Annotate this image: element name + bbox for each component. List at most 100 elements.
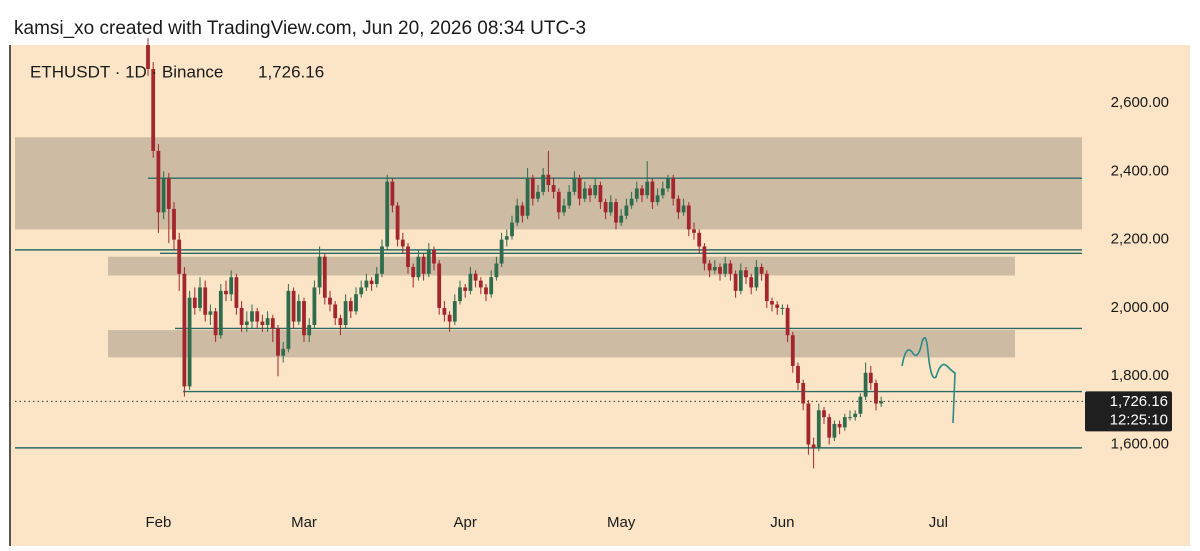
candle-body <box>681 205 686 213</box>
candle-body <box>213 311 218 336</box>
candle-body <box>234 277 239 308</box>
candle-body <box>770 301 774 305</box>
zone <box>108 330 1015 358</box>
candle-body <box>411 266 416 278</box>
candle-body <box>177 239 182 274</box>
candle-body <box>754 266 759 288</box>
candle-body <box>187 297 192 387</box>
candle-body <box>837 423 842 428</box>
candle-body <box>536 191 540 199</box>
candle-body <box>588 188 592 196</box>
y-tick-label: 1,800.00 <box>1111 367 1169 384</box>
candle-body <box>822 410 826 418</box>
chart-background <box>10 45 1190 546</box>
candle-body <box>879 401 884 404</box>
candle-body <box>244 321 249 325</box>
zone <box>108 256 1015 276</box>
candle-body <box>863 372 868 397</box>
candle-body <box>192 297 197 308</box>
candle-body <box>421 256 426 274</box>
candle-body <box>671 178 676 199</box>
candle-body <box>478 280 483 288</box>
candle-body <box>156 150 161 213</box>
candle-body <box>562 205 566 213</box>
candle-body <box>385 181 390 247</box>
candle-body <box>291 290 296 322</box>
candle-body <box>489 277 494 295</box>
candle-body <box>172 208 176 240</box>
candle-body <box>265 318 270 325</box>
candle-body <box>692 229 696 233</box>
candle-body <box>598 185 603 203</box>
candle-body <box>645 181 650 196</box>
candle-body <box>390 181 395 206</box>
candle-body <box>296 301 301 322</box>
candle-body <box>369 280 374 285</box>
candle-body <box>572 178 577 192</box>
candle-body <box>229 277 234 295</box>
y-tick-label: 1,600.00 <box>1111 435 1169 452</box>
candle-body <box>239 307 244 325</box>
y-tick-label: 2,000.00 <box>1111 299 1169 316</box>
candle-body <box>848 417 852 419</box>
candle-body <box>697 232 702 247</box>
candle-body <box>827 417 832 438</box>
candle-body <box>806 403 811 445</box>
axes: 1,600.00 1,800.00 2,000.00 2,200.00 2,400.00… <box>145 94 1172 531</box>
y-tick-label: 2,600.00 <box>1111 94 1169 111</box>
candle-body <box>432 249 436 264</box>
candle-body <box>302 301 306 336</box>
candle-body <box>655 195 660 203</box>
candle-body <box>354 294 358 312</box>
candle-body <box>546 174 551 186</box>
candle-body <box>744 270 748 278</box>
candle-body <box>723 263 728 274</box>
attribution: kamsi_xo created with TradingView.com, J… <box>14 18 586 39</box>
candle-body <box>801 383 806 404</box>
candle-body <box>525 178 530 216</box>
candle-body <box>785 307 790 336</box>
candle-body <box>718 266 722 274</box>
x-tick-label: Mar <box>291 514 317 531</box>
candle-body <box>624 205 629 216</box>
x-tick-label: Jun <box>770 514 794 531</box>
candle-body <box>858 396 863 414</box>
candle-body <box>790 335 795 366</box>
candle-body <box>198 287 202 308</box>
candle-body <box>650 181 655 203</box>
levels <box>15 177 1085 449</box>
candle-body <box>733 273 738 291</box>
candle-body <box>619 215 624 223</box>
candle-body <box>447 314 452 322</box>
candle-body <box>338 318 343 325</box>
price-tag-value: 1,726.16 <box>1110 393 1168 410</box>
y-tick-label: 2,200.00 <box>1111 231 1169 248</box>
candle-body <box>426 249 431 274</box>
candle-body <box>603 202 608 213</box>
candle-body <box>593 185 598 196</box>
candle-body <box>182 273 187 387</box>
candle-body <box>364 280 369 288</box>
candle-body <box>224 290 228 295</box>
candle-body <box>749 277 754 288</box>
candle-body <box>874 383 878 404</box>
candle-body <box>608 202 613 213</box>
candle-body <box>416 256 421 278</box>
candle-body <box>166 178 171 209</box>
candle-body <box>728 263 733 274</box>
candle-body <box>520 205 525 216</box>
candle-body <box>400 239 405 247</box>
y-tick-label: 2,400.00 <box>1111 162 1169 179</box>
candle-body <box>504 236 509 240</box>
x-tick-label: May <box>607 514 636 531</box>
candle-body <box>759 266 764 274</box>
candle-body <box>281 348 286 356</box>
candle-body <box>359 287 364 295</box>
candle-body <box>208 311 213 315</box>
candle-body <box>333 304 338 319</box>
candle-body <box>702 246 707 264</box>
candle-body <box>499 239 504 264</box>
candle-body <box>463 287 468 291</box>
candle-body <box>255 311 260 322</box>
